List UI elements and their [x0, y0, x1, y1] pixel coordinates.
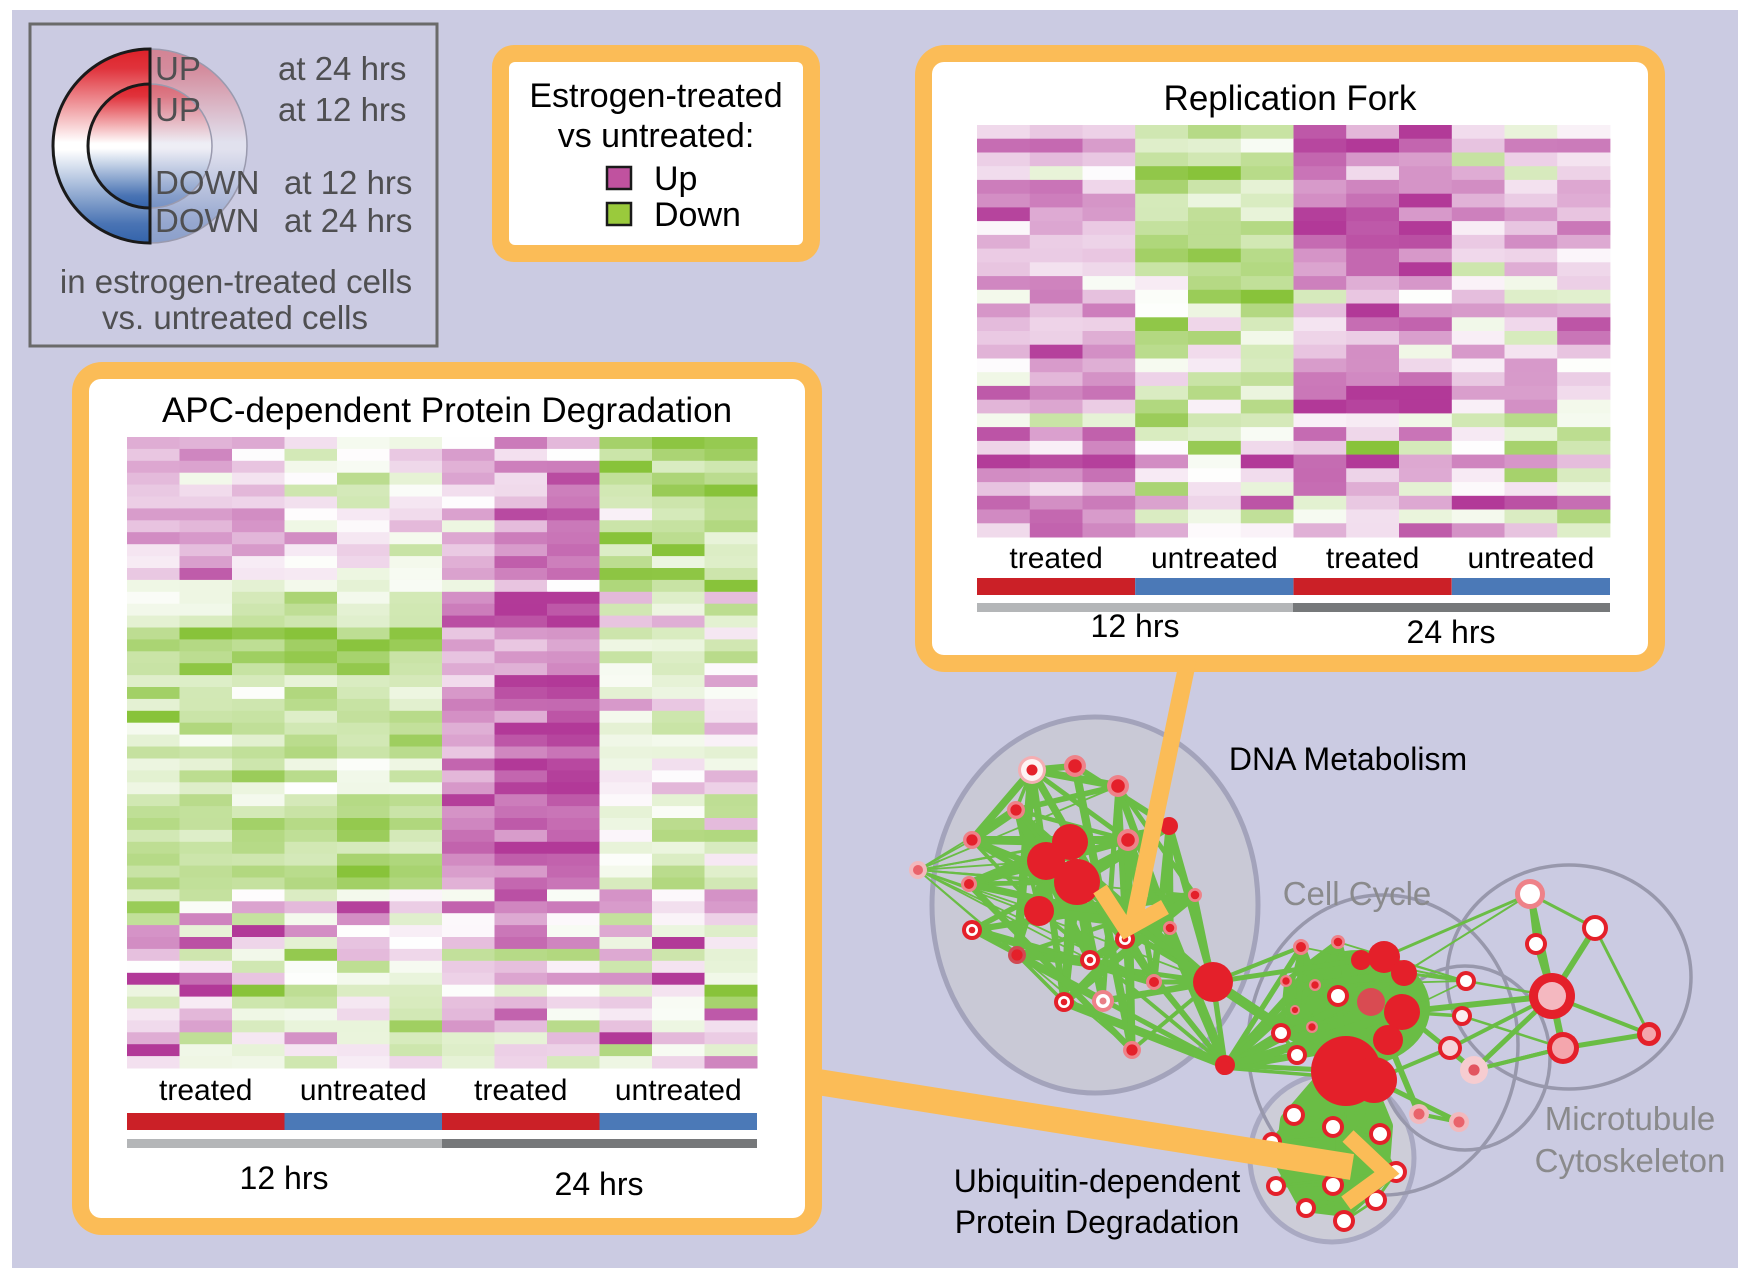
- svg-text:treated: treated: [1009, 542, 1102, 575]
- svg-text:vs. untreated cells: vs. untreated cells: [102, 299, 368, 336]
- svg-text:UP: UP: [155, 91, 201, 128]
- svg-text:APC-dependent Protein Degradat: APC-dependent Protein Degradation: [162, 391, 732, 430]
- svg-text:Replication Fork: Replication Fork: [1164, 79, 1417, 118]
- svg-text:Estrogen-treated: Estrogen-treated: [529, 77, 782, 115]
- svg-text:Up: Up: [654, 160, 697, 198]
- svg-text:Ubiquitin-dependent: Ubiquitin-dependent: [954, 1163, 1241, 1199]
- svg-text:Down: Down: [654, 196, 741, 234]
- svg-text:untreated: untreated: [615, 1074, 742, 1107]
- svg-text:at 12 hrs: at 12 hrs: [278, 91, 406, 128]
- svg-text:untreated: untreated: [300, 1074, 427, 1107]
- svg-text:Microtubule: Microtubule: [1545, 1100, 1716, 1137]
- svg-text:treated: treated: [159, 1074, 252, 1107]
- svg-text:untreated: untreated: [1467, 542, 1594, 575]
- svg-text:at 12 hrs: at 12 hrs: [284, 164, 412, 201]
- svg-text:DOWN: DOWN: [155, 202, 259, 239]
- svg-text:24 hrs: 24 hrs: [555, 1166, 644, 1202]
- svg-text:12 hrs: 12 hrs: [240, 1160, 329, 1196]
- svg-text:vs untreated:: vs untreated:: [558, 117, 755, 155]
- svg-text:24 hrs: 24 hrs: [1407, 614, 1496, 650]
- svg-text:DNA Metabolism: DNA Metabolism: [1229, 741, 1467, 777]
- svg-text:Cell Cycle: Cell Cycle: [1283, 875, 1432, 912]
- svg-text:untreated: untreated: [1151, 542, 1278, 575]
- svg-text:UP: UP: [155, 50, 201, 87]
- svg-text:in estrogen-treated cells: in estrogen-treated cells: [60, 263, 412, 300]
- svg-text:Protein Degradation: Protein Degradation: [955, 1204, 1240, 1240]
- svg-text:at 24 hrs: at 24 hrs: [284, 202, 412, 239]
- svg-text:DOWN: DOWN: [155, 164, 259, 201]
- svg-text:12 hrs: 12 hrs: [1091, 608, 1180, 644]
- svg-text:at 24 hrs: at 24 hrs: [278, 50, 406, 87]
- svg-text:Cytoskeleton: Cytoskeleton: [1535, 1142, 1726, 1179]
- svg-text:treated: treated: [474, 1074, 567, 1107]
- svg-text:treated: treated: [1326, 542, 1419, 575]
